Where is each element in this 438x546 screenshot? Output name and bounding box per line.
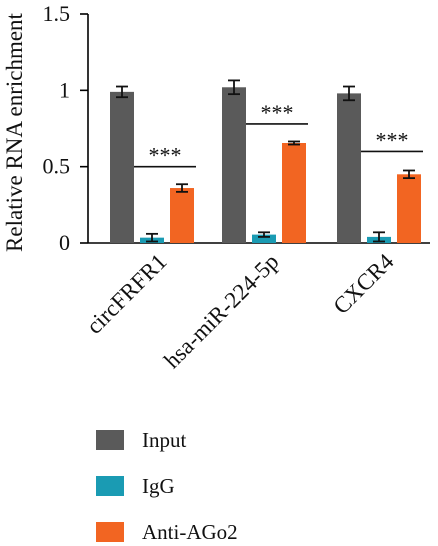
bar-input [222, 87, 246, 243]
y-tick-label: 0 [59, 230, 70, 255]
x-tick-label: hsa-miR-224-5p [159, 249, 283, 373]
bar-anti-ago2 [170, 188, 194, 243]
bar-input [337, 93, 361, 244]
significance-label: *** [376, 127, 409, 152]
y-tick-label: 0.5 [43, 154, 71, 179]
bars [110, 79, 421, 244]
y-tick-label: 1.5 [43, 1, 71, 26]
bar-anti-ago2 [397, 174, 421, 243]
axes: 0 0.5 1 1.5 Relative RNA enrichment circFRFR1… [2, 1, 430, 373]
x-tick-label: circFRFR1 [82, 249, 172, 339]
significance-annotations: *** *** *** [134, 100, 423, 168]
x-tick-label: CXCR4 [328, 249, 398, 319]
bar-input [110, 91, 134, 243]
legend: Input IgG Anti-AGo2 [96, 428, 238, 544]
significance-label: *** [149, 143, 182, 168]
legend-label: IgG [142, 474, 175, 498]
significance-label: *** [261, 100, 294, 125]
legend-swatch [96, 522, 124, 542]
legend-swatch [96, 430, 124, 450]
bar-anti-ago2 [282, 143, 306, 243]
bar-igg [252, 234, 276, 243]
legend-label: Input [142, 428, 186, 452]
y-tick-label: 1 [59, 77, 70, 102]
legend-swatch [96, 476, 124, 496]
legend-label: Anti-AGo2 [142, 520, 238, 544]
y-axis-label: Relative RNA enrichment [2, 12, 27, 251]
